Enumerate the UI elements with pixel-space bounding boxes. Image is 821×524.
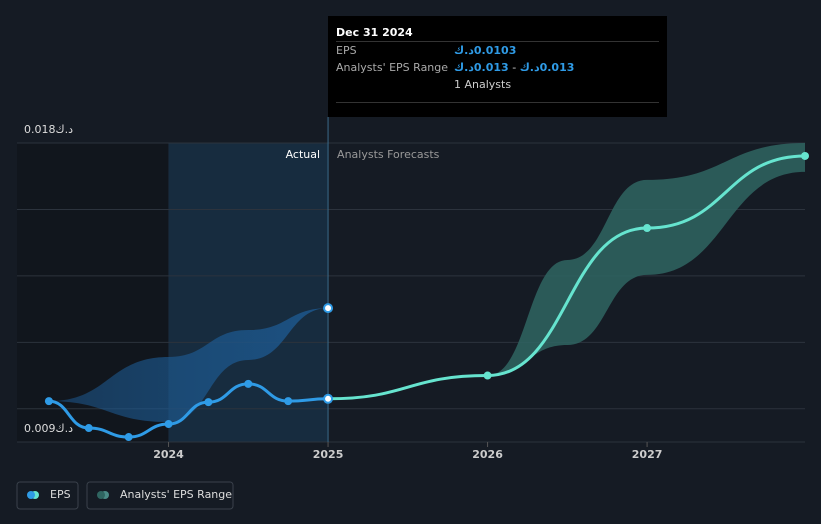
- tooltip-range-low: 0.013د.ك: [454, 61, 509, 74]
- tooltip-range-high: 0.013د.ك: [519, 61, 575, 74]
- legend-box: [86, 481, 234, 510]
- legend-box: [16, 481, 79, 510]
- range-point: [323, 303, 334, 314]
- eps-hover-point: [323, 393, 334, 404]
- range-band: [48, 308, 329, 423]
- tooltip-divider: [336, 41, 659, 42]
- y-tick-label: 0.009د.ك: [24, 422, 73, 435]
- legend-icon: [97, 491, 105, 499]
- eps-point: [244, 379, 253, 388]
- tooltip-analysts: 1 Analysts: [454, 78, 512, 91]
- tooltip-range-label: Analysts' EPS Range: [336, 61, 449, 74]
- tooltip-divider: [336, 102, 659, 103]
- legend-item[interactable]: Analysts' EPS Range: [86, 481, 234, 510]
- tooltip: Dec 31 2024 EPS 0.0103د.ك Analysts' EPS R…: [328, 16, 667, 117]
- eps-point: [164, 420, 173, 429]
- tooltip-date: Dec 31 2024: [336, 24, 659, 41]
- tooltip-range-sep: -: [512, 61, 517, 74]
- tooltip-eps-label: EPS: [336, 44, 357, 57]
- eps-point: [284, 397, 293, 406]
- x-tick-label: 2024: [153, 448, 184, 461]
- x-tick-label: 2027: [632, 448, 663, 461]
- x-tick-label: 2025: [313, 448, 344, 461]
- forecast-point: [801, 151, 809, 160]
- legend-label: Analysts' EPS Range: [120, 488, 232, 501]
- range-band: [487, 143, 805, 376]
- forecast-line: [328, 154, 806, 401]
- legend-item[interactable]: EPS: [16, 481, 79, 510]
- tooltip-date-text: Dec 31 2024: [336, 26, 413, 39]
- forecast-point: [643, 224, 652, 233]
- legend-label: EPS: [50, 488, 71, 501]
- legend-icon: [27, 491, 35, 499]
- tooltip-eps-value: 0.0103د.ك: [454, 44, 517, 57]
- forecast-label: Analysts Forecasts: [337, 148, 440, 161]
- eps-point: [204, 398, 213, 407]
- eps-point: [84, 424, 93, 433]
- x-tick-label: 2026: [472, 448, 503, 461]
- eps-point: [124, 433, 133, 442]
- actual-label: Actual: [286, 148, 320, 161]
- y-tick-label: 0.018د.ك: [24, 123, 73, 136]
- forecast-point: [483, 371, 492, 380]
- eps-point: [44, 397, 53, 406]
